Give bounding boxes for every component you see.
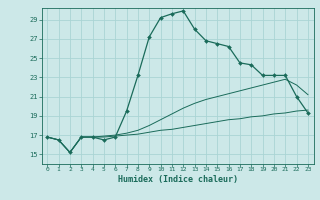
X-axis label: Humidex (Indice chaleur): Humidex (Indice chaleur): [118, 175, 237, 184]
